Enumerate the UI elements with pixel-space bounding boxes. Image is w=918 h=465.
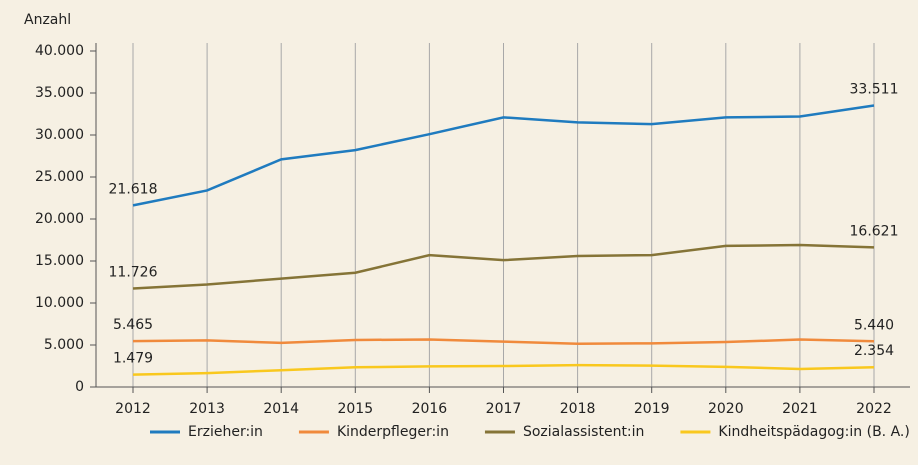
y-tick-label: 25.000 — [35, 169, 84, 185]
y-tick-label: 0 — [75, 379, 84, 395]
x-tick-label: 2017 — [486, 401, 522, 417]
value-label: 33.511 — [850, 82, 899, 98]
value-label: 1.479 — [113, 351, 153, 367]
value-label: 11.726 — [109, 265, 158, 281]
y-tick-label: 10.000 — [35, 295, 84, 311]
x-tick-label: 2018 — [560, 401, 596, 417]
value-label: 21.618 — [109, 181, 158, 197]
legend-label: Kinderpfleger:in — [337, 424, 449, 440]
y-tick-label: 5.000 — [44, 337, 84, 353]
legend-label: Kindheitspädagog:in (B. A.) — [718, 424, 909, 440]
series-line — [132, 363, 875, 376]
y-tick-label: 20.000 — [35, 211, 84, 227]
x-tick-label: 2020 — [708, 401, 744, 417]
x-tick-label: 2012 — [115, 401, 151, 417]
x-tick-label: 2013 — [189, 401, 225, 417]
y-tick-label: 15.000 — [35, 253, 84, 269]
series-line — [132, 243, 875, 290]
x-tick-label: 2019 — [634, 401, 670, 417]
x-tick-label: 2022 — [856, 401, 892, 417]
legend-label: Erzieher:in — [188, 424, 263, 440]
x-tick-label: 2021 — [782, 401, 818, 417]
legend-label: Sozialassistent:in — [523, 424, 644, 440]
value-label: 2.354 — [854, 343, 894, 359]
x-tick-label: 2015 — [337, 401, 373, 417]
x-tick-label: 2016 — [412, 401, 448, 417]
y-tick-label: 40.000 — [35, 43, 84, 59]
y-tick-label: 35.000 — [35, 85, 84, 101]
value-label: 5.440 — [854, 317, 894, 333]
series-line — [132, 338, 875, 345]
series-line — [132, 104, 875, 207]
value-label: 5.465 — [113, 317, 153, 333]
y-tick-label: 30.000 — [35, 127, 84, 143]
value-label: 16.621 — [850, 223, 899, 239]
y-axis-label: Anzahl — [24, 12, 71, 28]
x-tick-label: 2014 — [263, 401, 299, 417]
